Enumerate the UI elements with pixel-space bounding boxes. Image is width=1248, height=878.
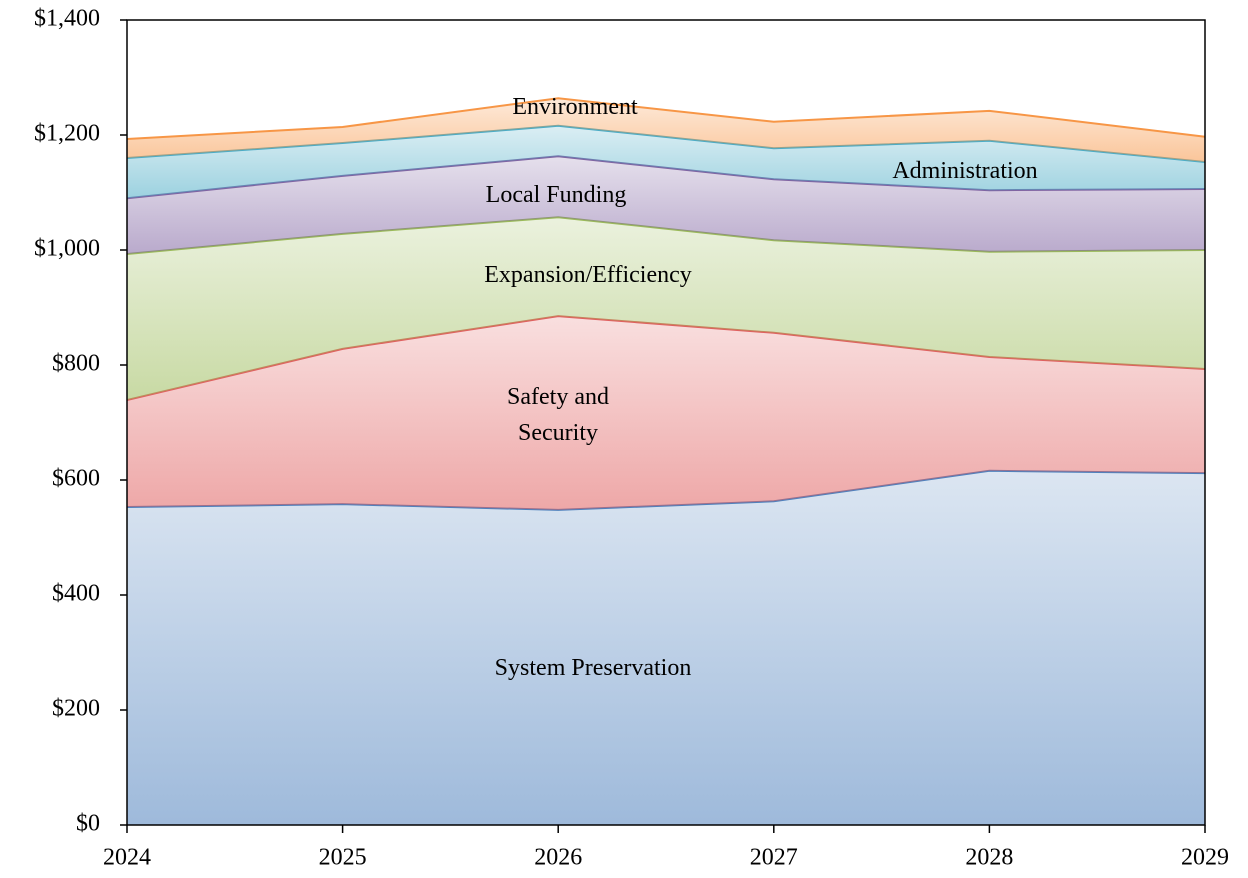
area: [127, 470, 1205, 825]
x-tick-label: 2029: [1181, 845, 1229, 871]
series-label: System Preservation: [494, 655, 692, 681]
series-label: Administration: [892, 158, 1038, 184]
y-tick-label: $800: [52, 351, 100, 377]
y-tick-label: $200: [52, 696, 100, 722]
plot-border: [126, 19, 1206, 826]
y-tick-label: $600: [52, 466, 100, 492]
x-tick-label: 2028: [965, 845, 1013, 871]
series-label: Safety and Security: [507, 384, 609, 446]
area: [127, 316, 1205, 510]
x-tick-label: 2026: [534, 845, 582, 871]
x-tick-label: 2025: [319, 845, 367, 871]
y-tick-label: $400: [52, 581, 100, 607]
series-label: Expansion/Efficiency: [484, 262, 692, 288]
y-tick-label: $1,200: [34, 121, 100, 147]
area: [127, 217, 1205, 401]
series-label: Local Funding: [485, 182, 627, 208]
series-label: Environment: [512, 94, 638, 120]
x-tick-label: 2024: [103, 845, 151, 871]
area: [127, 125, 1205, 199]
y-tick-label: $1,000: [34, 236, 100, 262]
x-tick-label: 2027: [750, 845, 798, 871]
area: [127, 156, 1205, 255]
area-edge: [126, 97, 1206, 141]
y-tick-label: $1,400: [34, 6, 100, 32]
y-tick-label: $0: [76, 811, 100, 837]
